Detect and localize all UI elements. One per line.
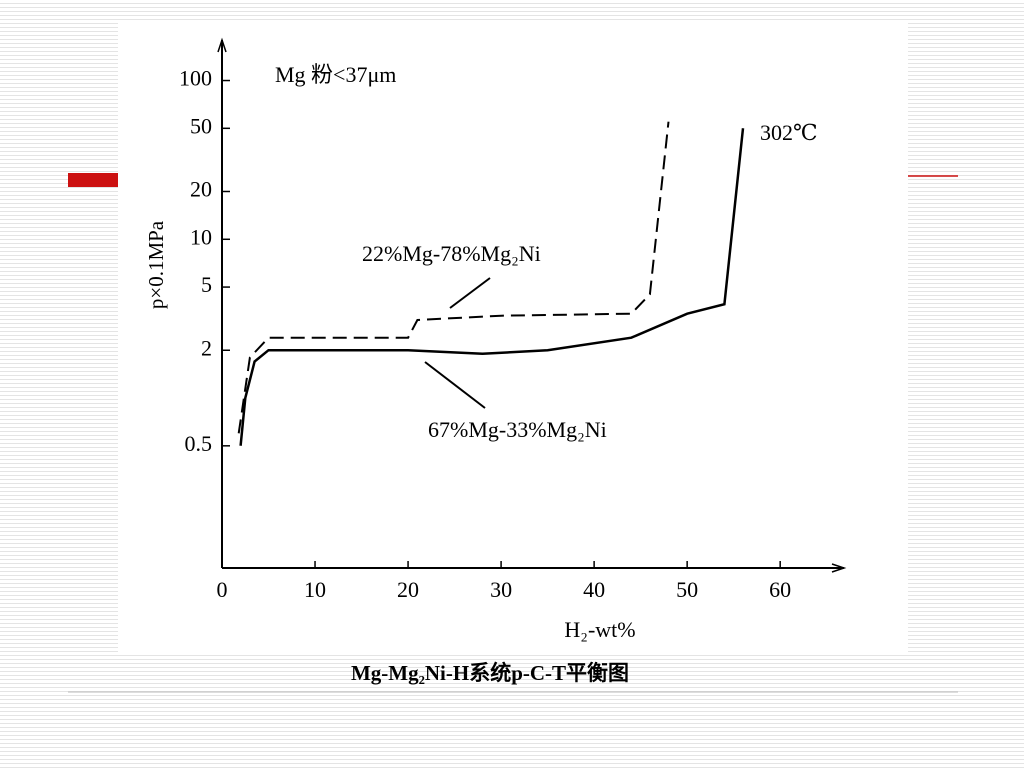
y-tick-label: 10: [190, 224, 212, 249]
y-axis-label: p×0.1MPa: [144, 220, 168, 309]
y-tick-label: 50: [190, 113, 212, 138]
y-tick-label: 100: [179, 66, 212, 91]
annotation: Mg 粉<37μm: [275, 62, 396, 87]
y-tick-label: 5: [201, 272, 212, 297]
x-tick-label: 50: [676, 577, 698, 602]
series-line: [237, 121, 670, 434]
temperature-label: 302℃: [760, 120, 818, 145]
series-line: [239, 128, 745, 446]
label-arrow: [449, 277, 491, 309]
caption: Mg-Mg₂Ni-H系统p-C-T平衡图: [351, 661, 629, 685]
x-tick-label: 30: [490, 577, 512, 602]
x-tick-label: 10: [304, 577, 326, 602]
y-tick-label: 0.5: [185, 431, 213, 456]
y-axis-arrow: [217, 37, 227, 53]
series-label: 67%Mg-33%Mg₂Ni: [428, 417, 607, 442]
x-axis-arrow: [831, 563, 847, 573]
x-tick-label: 60: [769, 577, 791, 602]
y-tick-label: 20: [190, 177, 212, 202]
accent-bar: [68, 173, 120, 187]
chart-panel: [118, 22, 908, 655]
series-label: 22%Mg-78%Mg₂Ni: [362, 241, 541, 266]
x-tick-label: 20: [397, 577, 419, 602]
x-tick-label: 0: [217, 577, 228, 602]
chart: 0.5 2 5 10 20 50 100 0 10 20 30 40 50 60 H₂-wt% p×0.1MP…: [144, 37, 847, 642]
y-tick-label: 2: [201, 335, 212, 360]
x-axis-label: H₂-wt%: [564, 617, 635, 642]
label-arrow: [424, 361, 486, 409]
x-tick-label: 40: [583, 577, 605, 602]
